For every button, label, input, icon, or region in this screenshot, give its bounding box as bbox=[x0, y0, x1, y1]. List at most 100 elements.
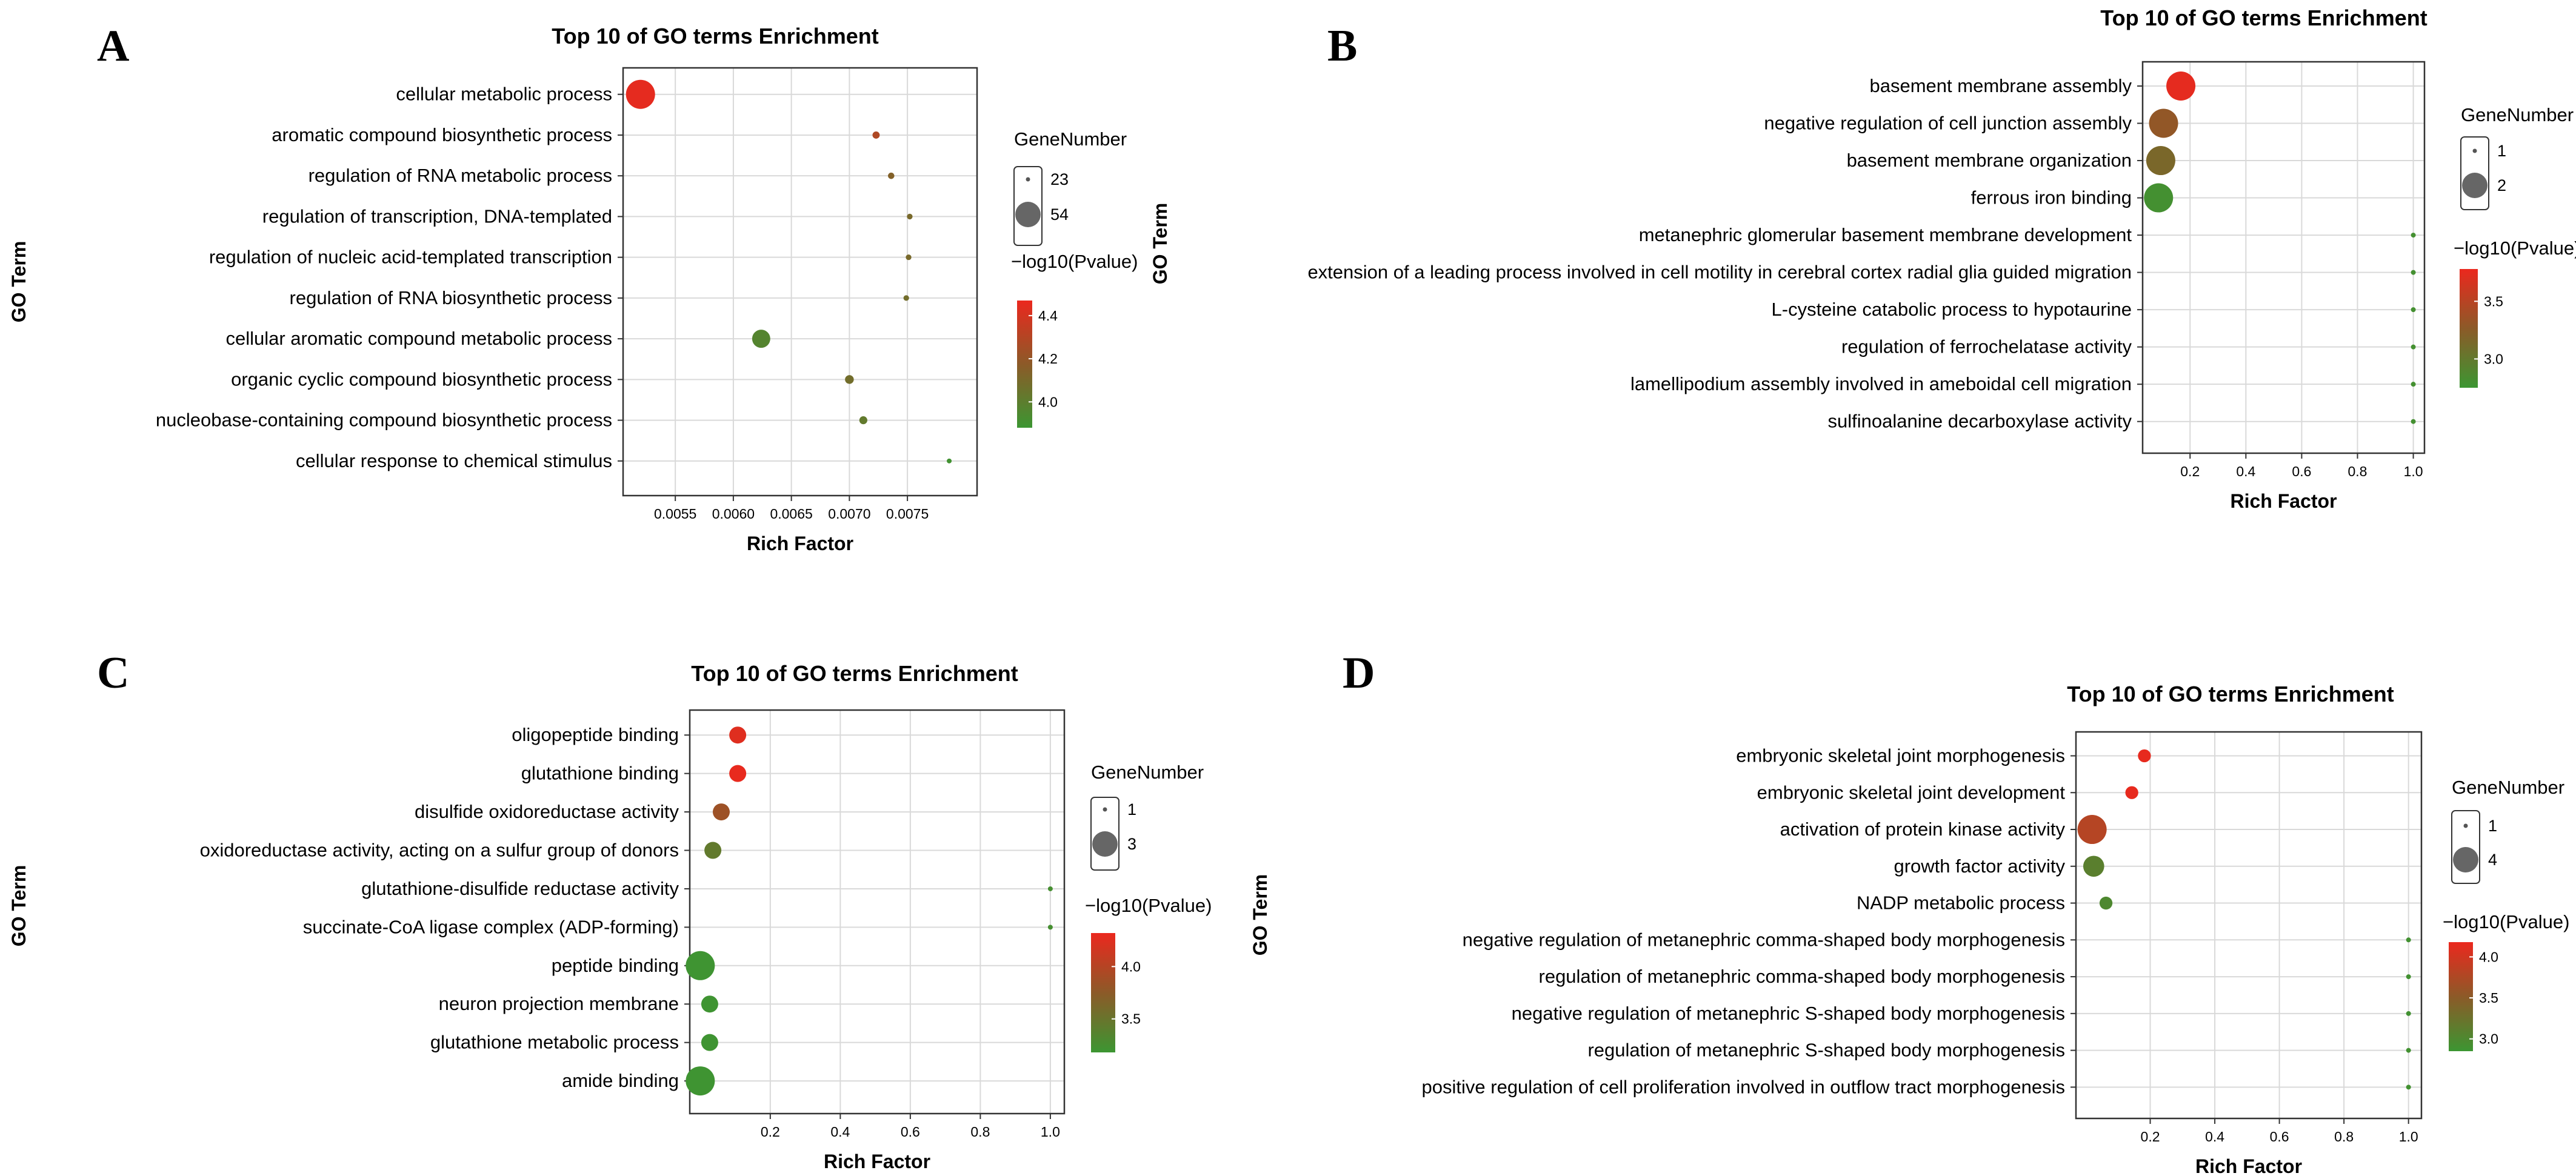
y-tick-label: basement membrane organization bbox=[1847, 150, 2132, 171]
panel-letter: B bbox=[1327, 21, 1357, 71]
data-point bbox=[1047, 886, 1053, 891]
y-tick-label: activation of protein kinase activity bbox=[1780, 819, 2066, 840]
y-tick-label: regulation of metanephric comma-shaped b… bbox=[1539, 966, 2066, 987]
y-tick-label: disulfide oxidoreductase activity bbox=[415, 801, 679, 822]
data-point bbox=[712, 803, 730, 821]
data-point bbox=[729, 765, 747, 782]
chart-title: Top 10 of GO terms Enrichment bbox=[2067, 682, 2394, 706]
data-point bbox=[2411, 307, 2416, 313]
plot-area bbox=[689, 709, 1066, 1115]
panel-c: C bbox=[97, 648, 129, 698]
y-axis-title: GO Term bbox=[1249, 874, 1271, 956]
y-tick-label: L-cysteine catabolic process to hypotaur… bbox=[1772, 299, 2132, 320]
y-tick-label: succinate-CoA ligase complex (ADP-formin… bbox=[303, 916, 679, 937]
data-point bbox=[2406, 1085, 2411, 1090]
size-legend-title: GeneNumber bbox=[2461, 104, 2574, 125]
size-legend-swatch bbox=[1103, 807, 1107, 812]
y-axis-title: GO Term bbox=[8, 865, 30, 947]
y-tick-label: peptide binding bbox=[552, 955, 679, 976]
data-point bbox=[2166, 71, 2196, 101]
color-legend-bar bbox=[2449, 942, 2473, 1051]
y-tick-label: growth factor activity bbox=[1894, 855, 2065, 877]
data-point bbox=[2411, 382, 2416, 387]
size-legend-title: GeneNumber bbox=[2452, 777, 2564, 798]
color-legend-label: 4.4 bbox=[1038, 308, 1058, 324]
data-point bbox=[2144, 183, 2174, 213]
y-tick-label: glutathione binding bbox=[521, 763, 679, 784]
y-tick-label: oxidoreductase activity, acting on a sul… bbox=[200, 840, 679, 861]
size-legend-swatch bbox=[1026, 177, 1030, 182]
color-legend-label: 3.0 bbox=[2479, 1031, 2498, 1047]
data-point bbox=[907, 213, 913, 220]
y-axis-title: GO Term bbox=[8, 241, 30, 323]
x-tick-label: 0.4 bbox=[2236, 463, 2255, 479]
size-legend-swatch bbox=[1092, 831, 1118, 857]
plot-area bbox=[2075, 731, 2423, 1120]
y-tick-label: glutathione metabolic process bbox=[430, 1032, 679, 1053]
size-legend-swatch bbox=[1015, 202, 1041, 227]
size-legend-label: 4 bbox=[2488, 851, 2497, 869]
y-tick-label: organic cyclic compound biosynthetic pro… bbox=[231, 368, 612, 390]
color-legend-label: 4.0 bbox=[1121, 958, 1141, 974]
x-tick-label: 0.0070 bbox=[828, 506, 870, 522]
chart-title: Top 10 of GO terms Enrichment bbox=[552, 24, 878, 48]
y-tick-label: negative regulation of cell junction ass… bbox=[1764, 113, 2132, 134]
data-point bbox=[701, 1034, 718, 1051]
x-tick-label: 0.6 bbox=[901, 1124, 920, 1140]
color-legend-title: −log10(Pvalue) bbox=[2454, 238, 2576, 259]
size-legend-swatch bbox=[2463, 823, 2468, 828]
data-point bbox=[947, 458, 952, 463]
x-tick-label: 0.2 bbox=[2180, 463, 2200, 479]
data-point bbox=[2125, 786, 2138, 799]
panel-letter: D bbox=[1343, 648, 1375, 698]
x-tick-label: 0.0075 bbox=[886, 506, 929, 522]
y-tick-label: negative regulation of metanephric comma… bbox=[1463, 929, 2065, 950]
data-point bbox=[686, 951, 715, 980]
x-tick-label: 0.4 bbox=[2205, 1129, 2224, 1144]
size-legend-swatch bbox=[2453, 847, 2478, 872]
color-legend-bar bbox=[2460, 269, 2478, 388]
color-legend-label: 3.0 bbox=[2484, 351, 2503, 367]
size-legend-swatch bbox=[2472, 148, 2477, 153]
panel-a: A bbox=[97, 21, 129, 71]
plot-area bbox=[622, 67, 978, 497]
x-tick-label: 0.6 bbox=[2270, 1129, 2289, 1144]
y-tick-label: metanephric glomerular basement membrane… bbox=[1639, 224, 2132, 245]
data-point bbox=[2406, 1011, 2411, 1016]
y-tick-label: regulation of RNA metabolic process bbox=[309, 165, 612, 186]
data-point bbox=[729, 726, 747, 744]
x-tick-label: 0.2 bbox=[761, 1124, 780, 1140]
y-tick-label: cellular aromatic compound metabolic pro… bbox=[225, 328, 612, 349]
size-legend-label: 1 bbox=[2488, 817, 2497, 835]
data-point bbox=[888, 172, 895, 179]
data-point bbox=[2406, 974, 2411, 980]
size-legend-label: 1 bbox=[1127, 800, 1136, 819]
data-point bbox=[2138, 749, 2151, 763]
chart-c: Top 10 of GO terms Enrichment oligopeptid… bbox=[8, 661, 1212, 1172]
data-point bbox=[2099, 896, 2113, 910]
size-legend-swatch bbox=[2462, 173, 2488, 198]
color-legend-label: 4.0 bbox=[1038, 394, 1058, 410]
plot-area bbox=[2141, 61, 2426, 454]
data-point bbox=[906, 254, 912, 261]
color-legend-label: 3.5 bbox=[2484, 293, 2503, 309]
panel-letter: C bbox=[97, 648, 129, 698]
size-legend-title: GeneNumber bbox=[1014, 128, 1127, 150]
x-tick-label: 0.0055 bbox=[654, 506, 696, 522]
y-tick-label: glutathione-disulfide reductase activity bbox=[361, 878, 679, 899]
chart-title: Top 10 of GO terms Enrichment bbox=[691, 661, 1018, 686]
y-tick-label: sulfinoalanine decarboxylase activity bbox=[1828, 411, 2132, 432]
data-point bbox=[701, 995, 718, 1013]
x-axis-title: Rich Factor bbox=[824, 1151, 930, 1172]
x-tick-label: 1.0 bbox=[1041, 1124, 1060, 1140]
y-tick-label: regulation of transcription, DNA-templat… bbox=[262, 205, 612, 227]
x-axis-title: Rich Factor bbox=[2230, 490, 2337, 512]
color-legend-label: 3.5 bbox=[2479, 990, 2498, 1006]
size-legend-label: 54 bbox=[1050, 205, 1069, 224]
y-tick-label: negative regulation of metanephric S-sha… bbox=[1512, 1003, 2065, 1024]
color-legend-title: −log10(Pvalue) bbox=[2443, 911, 2569, 932]
color-legend-title: −log10(Pvalue) bbox=[1011, 251, 1138, 272]
chart-title: Top 10 of GO terms Enrichment bbox=[2100, 5, 2427, 30]
y-tick-label: cellular metabolic process bbox=[396, 84, 612, 105]
